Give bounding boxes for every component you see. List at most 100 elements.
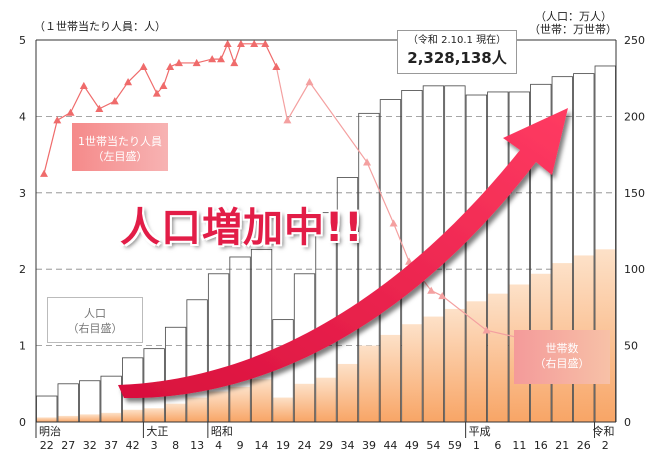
legend-persons-per-household: 1世帯当たり人員 （左目盛） <box>72 123 168 171</box>
persons-line-lower <box>275 66 554 347</box>
household-bar <box>100 412 122 422</box>
callout-value: 2,328,138人 <box>407 49 507 67</box>
household-bar <box>165 403 186 422</box>
era-label: 平成 <box>469 425 491 438</box>
persons-point <box>95 104 104 112</box>
household-bar <box>122 409 143 422</box>
x-tick-label: 24 <box>298 439 312 452</box>
legend-households-title: 世帯数 <box>545 342 579 355</box>
household-bar <box>251 379 272 422</box>
legend-persons-scale: （左目盛） <box>92 150 148 163</box>
x-tick-label: 1 <box>473 439 480 452</box>
persons-point <box>236 39 245 48</box>
x-tick-label: 29 <box>319 439 333 452</box>
left-tick-label: 4 <box>19 110 26 123</box>
x-tick-label: 16 <box>534 439 548 452</box>
household-bar <box>143 408 165 422</box>
left-axis-unit: （１世帯当たり人員：人） <box>34 19 166 33</box>
x-tick-label: 19 <box>276 439 290 452</box>
left-tick-label: 0 <box>19 416 26 429</box>
x-tick-label: 34 <box>340 439 354 452</box>
household-bar <box>79 414 100 422</box>
right-tick-label: 150 <box>624 187 645 200</box>
persons-point <box>427 286 436 294</box>
x-tick-label: 13 <box>190 439 204 452</box>
left-tick-label: 3 <box>19 187 26 200</box>
right-tick-label: 200 <box>624 110 645 123</box>
x-tick-label: 27 <box>61 439 75 452</box>
era-label: 明治 <box>39 424 61 438</box>
persons-point <box>305 78 314 86</box>
persons-point <box>53 116 62 124</box>
persons-point <box>192 58 201 67</box>
era-label: 昭和 <box>211 425 233 438</box>
persons-point <box>208 55 217 63</box>
growth-arrow <box>118 108 568 399</box>
household-bar <box>423 316 444 422</box>
legend-persons-title: 1世帯当たり人員 <box>78 135 162 148</box>
left-tick-label: 5 <box>19 34 26 47</box>
persons-point <box>66 108 75 116</box>
persons-point <box>283 116 292 124</box>
household-bar <box>36 417 57 422</box>
persons-point <box>389 219 398 227</box>
persons-point <box>124 78 133 86</box>
persons-point <box>482 326 491 334</box>
right-tick-label: 250 <box>624 34 645 47</box>
household-bar <box>358 345 380 422</box>
household-bar <box>487 293 509 422</box>
legend-households: 世帯数 （右目盛） <box>514 330 610 384</box>
persons-point <box>40 169 48 177</box>
era-label: 令和 <box>593 424 615 438</box>
arrow-shape <box>118 108 568 399</box>
x-axis-ticks: 22 27 32 37 42 3 8 13 4 9 14 19 24 29 34 39 44 49 54 59 1 6 11… <box>40 439 609 452</box>
x-tick-label: 59 <box>448 439 462 452</box>
right-tick-label: 0 <box>624 416 631 429</box>
household-bar <box>466 301 487 422</box>
persons-point <box>230 58 239 67</box>
x-tick-label: 37 <box>104 439 118 452</box>
household-bar <box>401 324 423 422</box>
household-bar <box>272 397 294 422</box>
household-bar <box>186 397 208 422</box>
persons-point <box>79 81 88 90</box>
x-tick-label: 21 <box>555 439 569 452</box>
persons-point <box>363 158 372 166</box>
era-labels: 明治 大正 昭和 平成 令和 <box>35 422 615 438</box>
left-axis-ticks: 0 1 2 3 4 5 <box>19 34 26 429</box>
x-tick-label: 11 <box>512 439 526 452</box>
right-axis-unit-households: （世帯：万世帯） <box>529 23 617 36</box>
household-bar <box>229 386 251 422</box>
persons-point <box>223 39 232 48</box>
right-tick-label: 100 <box>624 263 645 276</box>
x-tick-label: 14 <box>255 439 269 452</box>
persons-point <box>110 97 119 105</box>
persons-point <box>159 81 168 90</box>
left-tick-label: 2 <box>19 263 26 276</box>
x-tick-label: 2 <box>602 439 609 452</box>
household-bar <box>337 363 358 422</box>
persons-point <box>152 89 161 97</box>
headline-text: 人口増加中!! <box>120 205 364 251</box>
x-tick-label: 26 <box>577 439 591 452</box>
x-tick-label: 54 <box>426 439 440 452</box>
era-label: 大正 <box>146 424 168 438</box>
household-bar <box>208 391 229 422</box>
x-tick-label: 49 <box>405 439 419 452</box>
x-tick-label: 6 <box>494 439 501 452</box>
household-bar <box>315 377 337 422</box>
callout-date: （令和 2.10.1 現在） <box>407 35 507 46</box>
persons-point <box>174 58 183 67</box>
legend-population-title: 人口 <box>84 307 106 320</box>
x-tick-label: 22 <box>40 439 54 452</box>
persons-point <box>272 62 281 70</box>
x-tick-label: 3 <box>151 439 158 452</box>
persons-point <box>250 39 259 48</box>
persons-point <box>438 291 447 300</box>
x-tick-label: 4 <box>215 439 222 452</box>
persons-point <box>139 62 148 70</box>
right-tick-label: 50 <box>624 340 638 353</box>
household-bar <box>444 308 466 422</box>
household-bar <box>294 383 315 422</box>
x-tick-label: 32 <box>83 439 97 452</box>
